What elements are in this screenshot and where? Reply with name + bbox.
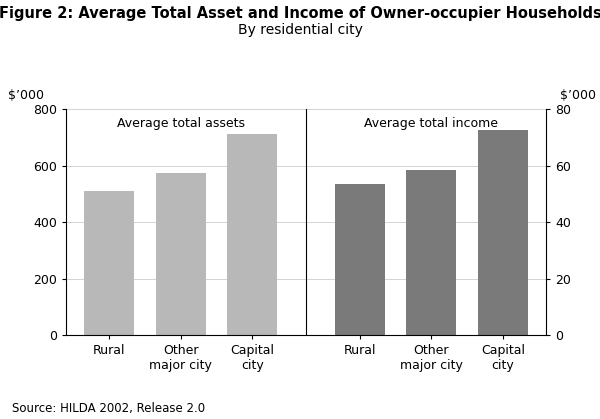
Bar <box>227 134 277 335</box>
Text: $’000: $’000 <box>560 89 596 102</box>
Text: Figure 2: Average Total Asset and Income of Owner-occupier Households: Figure 2: Average Total Asset and Income… <box>0 6 600 21</box>
Text: By residential city: By residential city <box>238 23 362 37</box>
Bar <box>84 191 134 335</box>
Text: Source: HILDA 2002, Release 2.0: Source: HILDA 2002, Release 2.0 <box>12 402 205 415</box>
Text: $’000: $’000 <box>8 89 44 102</box>
Text: Average total income: Average total income <box>364 117 499 130</box>
Text: Average total assets: Average total assets <box>116 117 245 130</box>
Bar <box>478 130 528 335</box>
Bar <box>155 173 206 335</box>
Bar <box>335 184 385 335</box>
Bar <box>406 170 457 335</box>
